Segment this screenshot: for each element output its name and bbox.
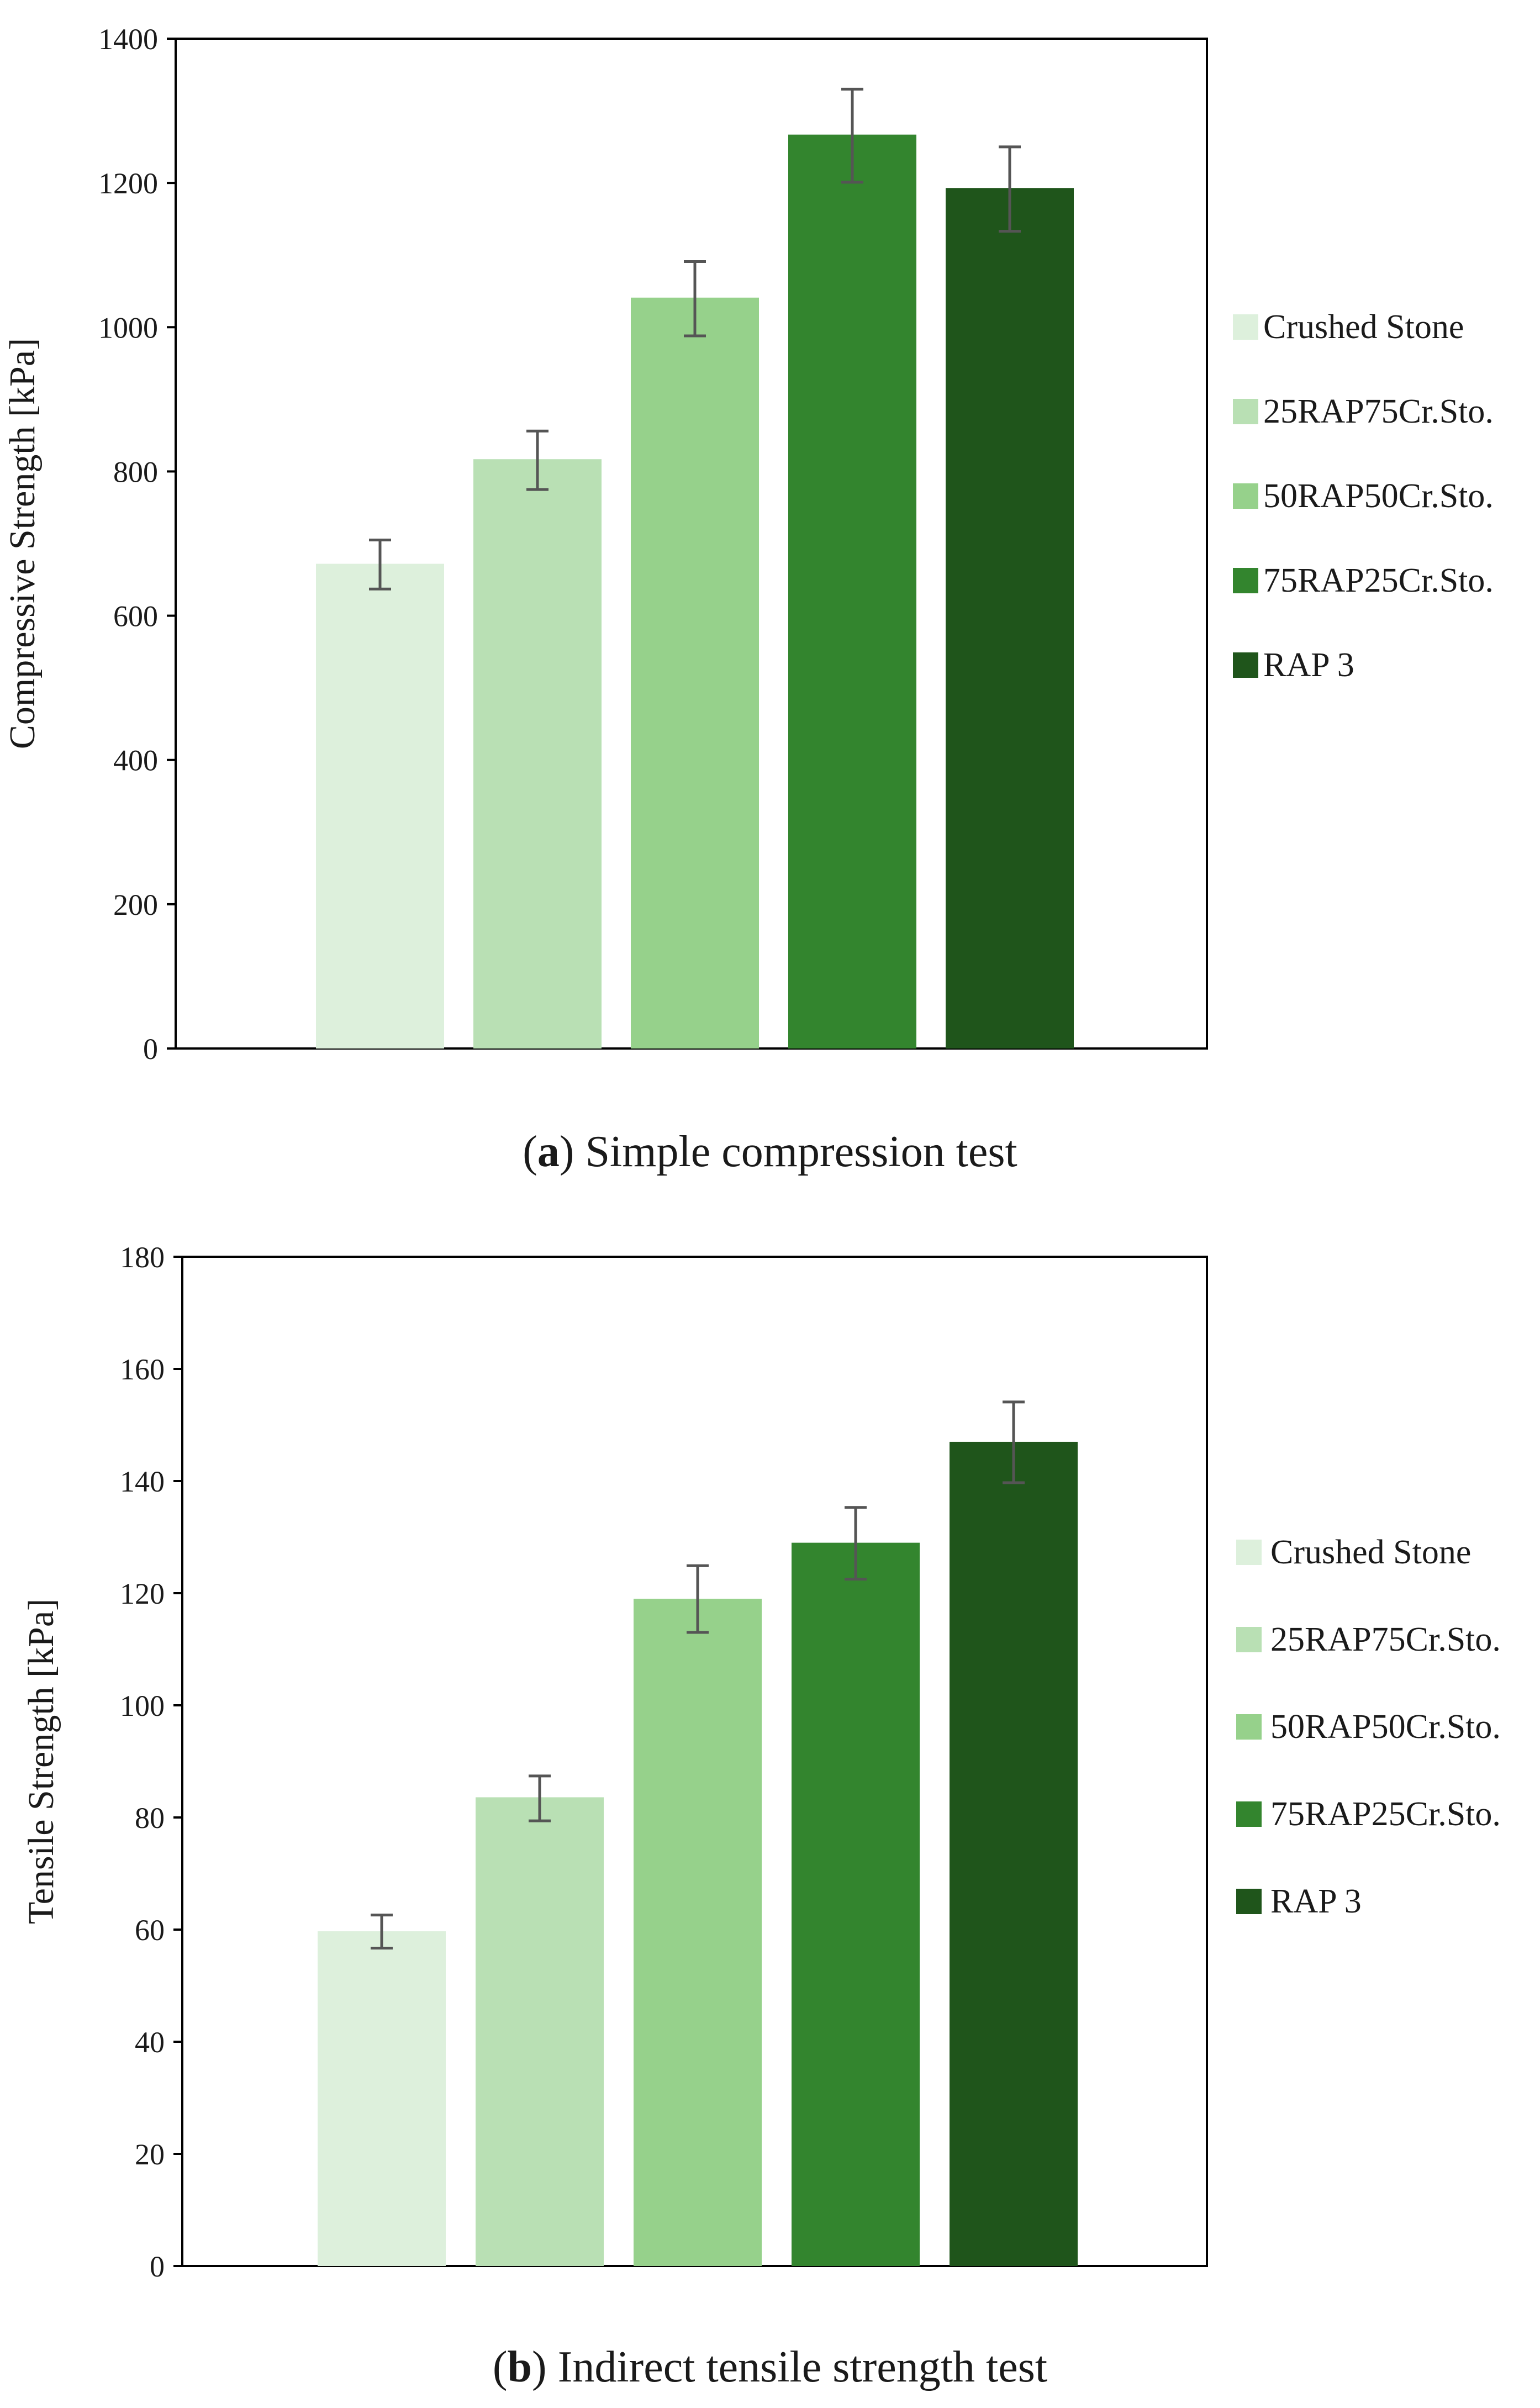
y-axis-title: Compressive Strength [kPa] bbox=[2, 338, 43, 749]
bar-1 bbox=[318, 1931, 446, 2266]
bar-1 bbox=[316, 563, 444, 1048]
y-tick-label: 0 bbox=[143, 1032, 158, 1066]
legend-label-5: RAP 3 bbox=[1263, 646, 1354, 684]
bar-3 bbox=[631, 297, 759, 1048]
legend-swatch-2 bbox=[1236, 1627, 1262, 1652]
legend-swatch-5 bbox=[1233, 652, 1258, 678]
y-tick-label: 160 bbox=[120, 1353, 165, 1386]
legend-label-1: Crushed Stone bbox=[1263, 308, 1464, 346]
legend-label-1: Crushed Stone bbox=[1270, 1534, 1471, 1571]
chart-tensile: 0 20 40 60 80 100 120 140 160 180 Tensile Strength… bbox=[21, 1241, 1501, 2283]
bar-3 bbox=[634, 1599, 762, 2266]
bar-2 bbox=[476, 1797, 604, 2266]
caption-a: (a) Simple compression test bbox=[523, 1127, 1017, 1176]
y-axis-title: Tensile Strength [kPa] bbox=[21, 1599, 61, 1924]
bar-5 bbox=[950, 1441, 1078, 2266]
y-tick-label: 120 bbox=[120, 1577, 165, 1610]
y-tick-label: 800 bbox=[113, 455, 158, 488]
bar-5 bbox=[946, 188, 1074, 1049]
bar-4 bbox=[788, 134, 916, 1048]
legend-swatch-1 bbox=[1233, 314, 1258, 340]
legend-label-3: 50RAP50Cr.Sto. bbox=[1263, 477, 1494, 515]
legend-label-2: 25RAP75Cr.Sto. bbox=[1263, 393, 1494, 430]
legend-swatch-4 bbox=[1233, 568, 1258, 593]
bar-4 bbox=[792, 1542, 920, 2266]
y-tick-label: 60 bbox=[135, 1914, 165, 1947]
legend-label-3: 50RAP50Cr.Sto. bbox=[1270, 1708, 1501, 1746]
y-tick-label: 1000 bbox=[98, 311, 158, 344]
y-tick-label: 140 bbox=[120, 1465, 165, 1498]
y-tick-label: 0 bbox=[150, 2250, 165, 2283]
y-tick-label: 400 bbox=[113, 744, 158, 777]
y-tick-label: 180 bbox=[120, 1241, 165, 1274]
legend-label-4: 75RAP25Cr.Sto. bbox=[1270, 1795, 1501, 1833]
legend-swatch-4 bbox=[1236, 1801, 1262, 1827]
bar-2 bbox=[473, 459, 602, 1048]
y-tick-label: 600 bbox=[113, 600, 158, 633]
legend-swatch-3 bbox=[1233, 483, 1258, 509]
legend-swatch-1 bbox=[1236, 1540, 1262, 1565]
y-tick-label: 40 bbox=[135, 2026, 165, 2059]
legend-label-2: 25RAP75Cr.Sto. bbox=[1270, 1621, 1501, 1658]
y-tick-label: 100 bbox=[120, 1689, 165, 1722]
legend-label-4: 75RAP25Cr.Sto. bbox=[1263, 562, 1494, 599]
legend-swatch-3 bbox=[1236, 1714, 1262, 1740]
legend-swatch-2 bbox=[1233, 399, 1258, 424]
y-tick-label: 20 bbox=[135, 2138, 165, 2171]
legend-swatch-5 bbox=[1236, 1889, 1262, 1914]
y-tick-label: 1200 bbox=[98, 167, 158, 200]
caption-b: (b) Indirect tensile strength test bbox=[492, 2343, 1048, 2391]
chart-compression: 0 200 400 600 800 1000 1200 1400 Compressive Str… bbox=[2, 23, 1494, 1066]
y-tick-label: 200 bbox=[113, 888, 158, 921]
y-tick-label: 1400 bbox=[98, 23, 158, 56]
legend-label-5: RAP 3 bbox=[1270, 1883, 1362, 1920]
y-tick-label: 80 bbox=[135, 1801, 165, 1835]
